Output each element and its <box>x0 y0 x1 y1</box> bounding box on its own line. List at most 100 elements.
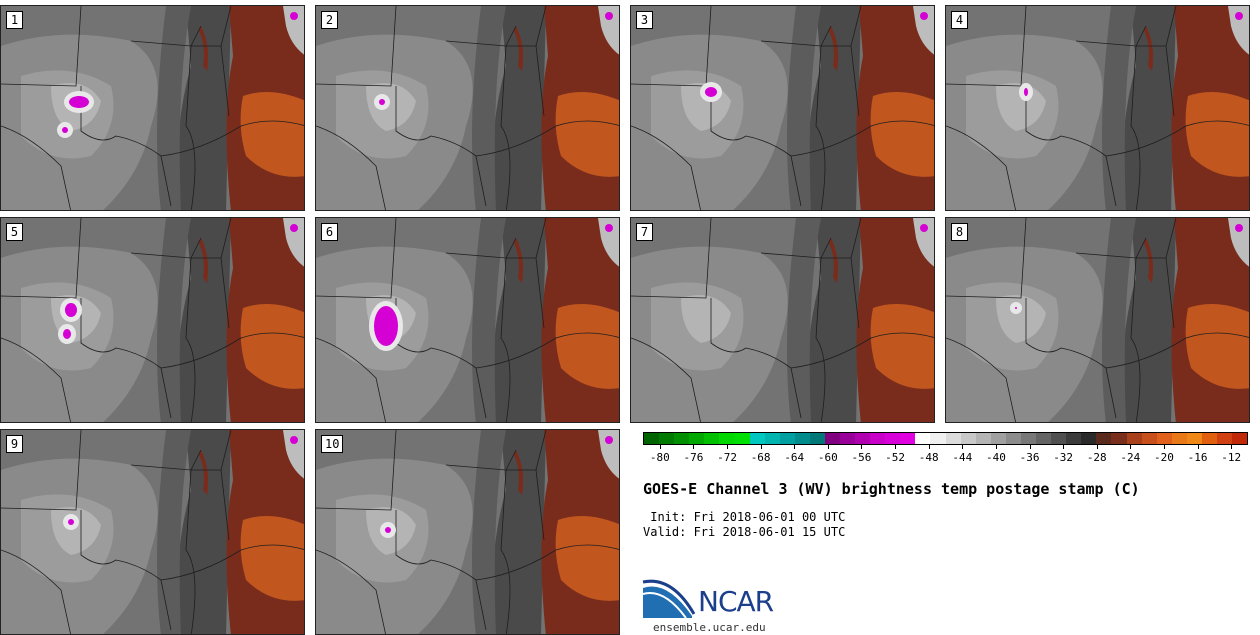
stamp-number-label: 4 <box>951 11 968 29</box>
colorbar-tick <box>827 445 829 449</box>
colorbar-tick-label: -44 <box>952 451 973 464</box>
colorbar-tick-label: -72 <box>717 451 737 464</box>
colorbar-segment <box>1156 433 1172 444</box>
stamp-panel-10: 10 <box>315 429 620 635</box>
colorbar-segment <box>840 433 856 444</box>
colorbar-tick-label: -12 <box>1221 451 1242 464</box>
colorbar-tick-label: -32 <box>1053 451 1074 464</box>
colorbar-tick <box>693 445 695 449</box>
colorbar-segment <box>689 433 705 444</box>
colorbar <box>643 432 1248 445</box>
colorbar-segment <box>794 433 810 444</box>
stamp-map <box>316 430 619 634</box>
stamp-panel-4: 4 <box>945 5 1250 211</box>
stamp-number-label: 5 <box>6 223 23 241</box>
colorbar-tick-label: -64 <box>784 451 805 464</box>
stamp-panel-2: 2 <box>315 5 620 211</box>
colorbar-tick <box>794 445 796 449</box>
colorbar-segment <box>734 433 750 444</box>
colorbar-tick-label: -20 <box>1154 451 1174 464</box>
colorbar-tick-label: -36 <box>1019 451 1040 464</box>
colorbar-tick-label: -28 <box>1086 451 1107 464</box>
stamp-panel-3: 3 <box>630 5 935 211</box>
stamp-number-label: 6 <box>321 223 338 241</box>
colorbar-tick <box>861 445 863 449</box>
colorbar-tick <box>1130 445 1132 449</box>
colorbar-tick-label: -56 <box>851 451 872 464</box>
colorbar-tick <box>962 445 964 449</box>
stamp-panel-9: 9 <box>0 429 305 635</box>
colorbar-segment <box>1232 433 1248 444</box>
colorbar-tick <box>928 445 930 449</box>
stamp-map <box>1 430 304 634</box>
ncar-logo-icon <box>642 579 696 619</box>
colorbar-segment <box>749 433 765 444</box>
stamp-panel-1: 1 <box>0 5 305 211</box>
stamp-map <box>946 6 1249 210</box>
site-url: ensemble.ucar.edu <box>653 621 766 634</box>
stamp-number-label: 1 <box>6 11 23 29</box>
colorbar-tick-label: -80 <box>649 451 670 464</box>
colorbar-segment <box>885 433 901 444</box>
stamp-panel-8: 8 <box>945 217 1250 423</box>
colorbar-tick <box>1096 445 1098 449</box>
colorbar-tick <box>659 445 661 449</box>
colorbar-segment <box>1126 433 1142 444</box>
colorbar-segment <box>1005 433 1021 444</box>
colorbar-segment <box>1216 433 1233 444</box>
colorbar-tick <box>1197 445 1199 449</box>
stamp-map <box>631 218 934 422</box>
colorbar-tick-label: -40 <box>985 451 1006 464</box>
colorbar-tick <box>1063 445 1065 449</box>
colorbar-segment <box>1141 433 1157 444</box>
colorbar-tick <box>895 445 897 449</box>
colorbar-segment <box>975 433 991 444</box>
colorbar-segment <box>855 433 871 444</box>
stamp-map <box>946 218 1249 422</box>
colorbar-segment <box>930 433 946 444</box>
colorbar-segment <box>1020 433 1037 444</box>
figure-title: GOES-E Channel 3 (WV) brightness temp po… <box>643 480 1140 498</box>
colorbar-tick-label: -60 <box>817 451 838 464</box>
colorbar-tick-label: -68 <box>750 451 771 464</box>
colorbar-segment <box>659 433 675 444</box>
colorbar-tick <box>995 445 997 449</box>
colorbar-tick-label: -48 <box>918 451 939 464</box>
stamp-map <box>316 6 619 210</box>
colorbar-segment <box>945 433 961 444</box>
stamp-map <box>316 218 619 422</box>
colorbar-segment <box>779 433 795 444</box>
colorbar-segment <box>915 433 931 444</box>
colorbar-ticks: -80 -76 -72 -68 -64 -60 -56 -52 -48 -44 -40 -36 -32-… <box>643 445 1248 470</box>
colorbar-segment <box>719 433 735 444</box>
stamp-map <box>1 218 304 422</box>
colorbar-tick-label: -16 <box>1187 451 1208 464</box>
stamp-panel-6: 6 <box>315 217 620 423</box>
stamp-panel-7: 7 <box>630 217 935 423</box>
colorbar-segment <box>644 433 660 444</box>
stamp-number-label: 2 <box>321 11 338 29</box>
colorbar-segment <box>809 433 825 444</box>
colorbar-segment <box>900 433 916 444</box>
colorbar-segment <box>1036 433 1052 444</box>
stamp-number-label: 9 <box>6 435 23 453</box>
stamp-number-label: 8 <box>951 223 968 241</box>
stamp-number-label: 3 <box>636 11 653 29</box>
colorbar-segment <box>764 433 780 444</box>
colorbar-segment <box>1171 433 1187 444</box>
colorbar-tick <box>1029 445 1031 449</box>
stamp-number-label: 7 <box>636 223 653 241</box>
colorbar-segment <box>824 433 841 444</box>
stamp-panel-5: 5 <box>0 217 305 423</box>
colorbar-segment <box>960 433 976 444</box>
colorbar-tick <box>727 445 729 449</box>
colorbar-segment <box>870 433 886 444</box>
colorbar-segment <box>1051 433 1067 444</box>
colorbar-segment <box>1081 433 1097 444</box>
colorbar-segment <box>1111 433 1127 444</box>
colorbar-segment <box>1201 433 1217 444</box>
stamp-number-label: 10 <box>321 435 344 453</box>
colorbar-tick <box>760 445 762 449</box>
logo-text: NCAR <box>698 585 774 618</box>
colorbar-segment <box>674 433 690 444</box>
